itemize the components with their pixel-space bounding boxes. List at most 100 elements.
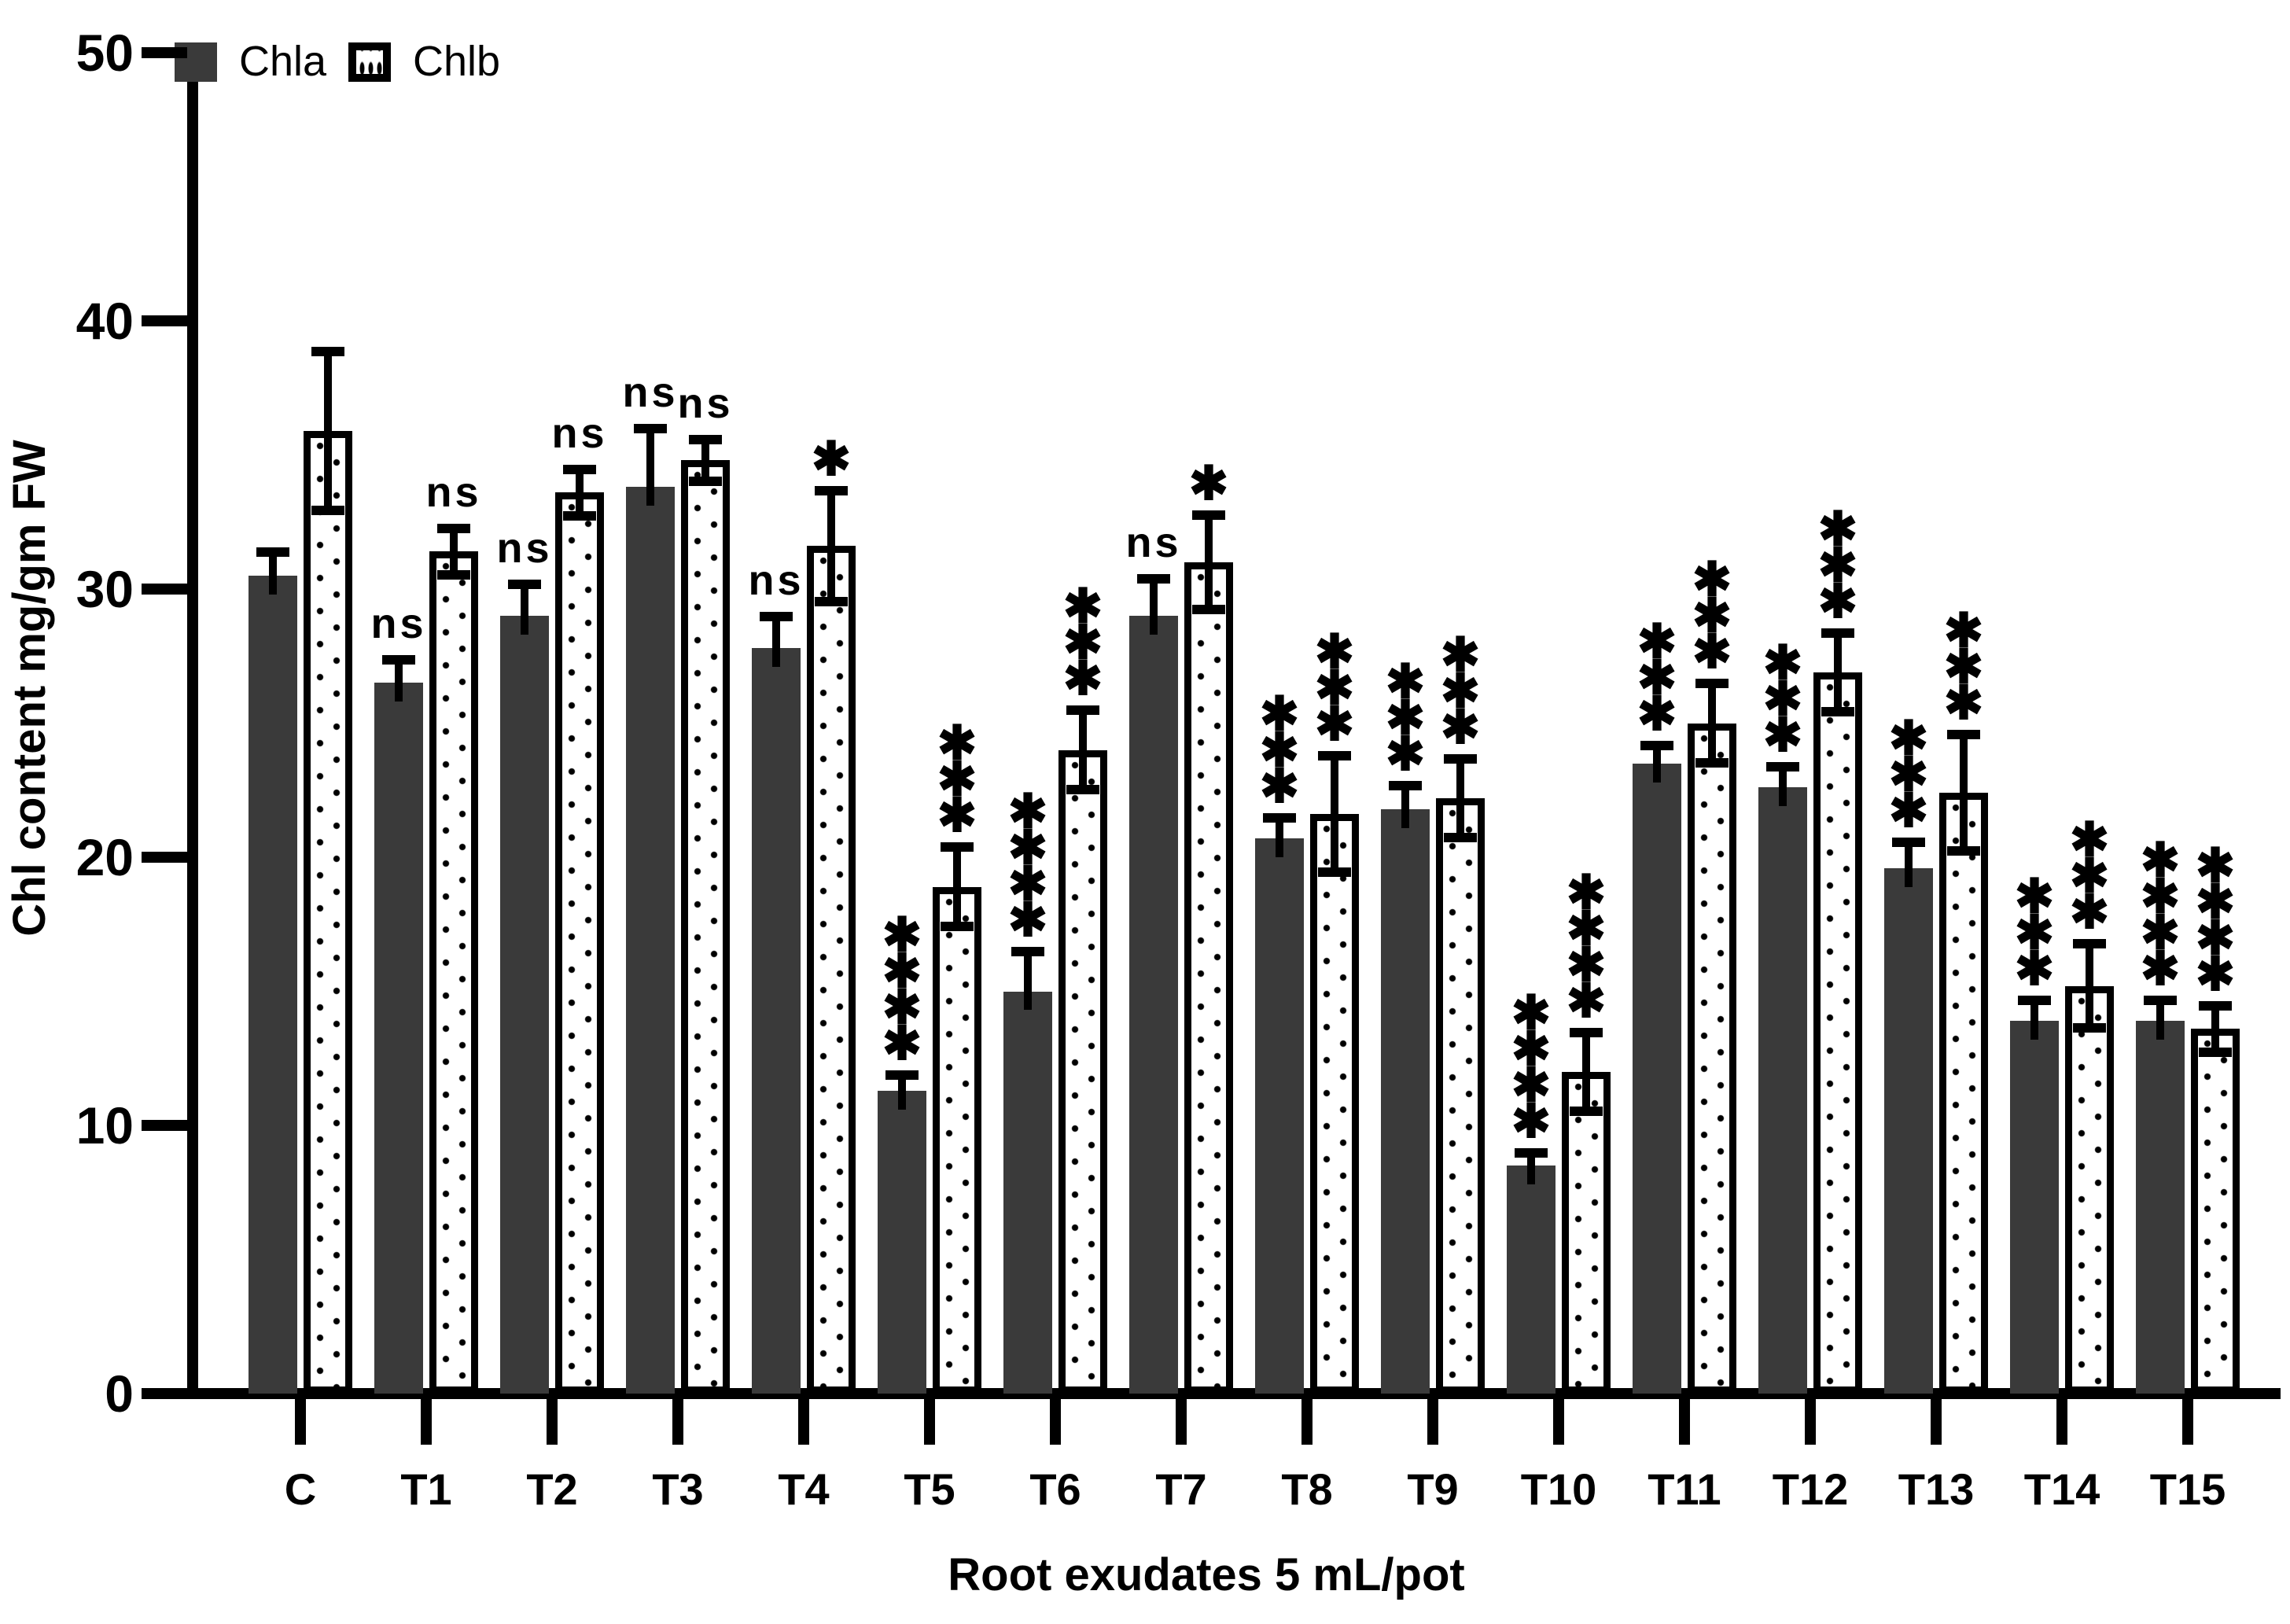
errorbar-T15-Chla xyxy=(2156,999,2164,1040)
significance-T1-Chlb: ns xyxy=(425,468,482,516)
bar-T7-Chlb xyxy=(1184,562,1233,1394)
errorbar-T10-Chlb xyxy=(1582,1031,1590,1112)
errorbar-T7-Chla xyxy=(1150,578,1158,635)
significance-T5-Chlb: ✱ ✱ ✱ xyxy=(937,716,977,842)
significance-T8-Chlb: ✱ ✱ ✱ xyxy=(1314,625,1355,751)
x-label-T4: T4 xyxy=(778,1464,830,1514)
significance-T7-Chla: ns xyxy=(1125,519,1182,567)
significance-T9-Chlb: ✱ ✱ ✱ xyxy=(1440,628,1481,753)
errorbar-T3-Chlb xyxy=(701,439,709,482)
y-tick-0 xyxy=(142,1388,187,1399)
bar-T2-Chlb xyxy=(555,492,604,1394)
errorbar-cap-T15-Chla xyxy=(2144,995,2177,1005)
errorbar-cap-T6-Chla xyxy=(1011,947,1044,957)
errorbar-cap-T7-Chla xyxy=(1137,574,1170,584)
errorbar-captop-T12-Chlb xyxy=(1821,628,1854,638)
errorbar-T9-Chla xyxy=(1401,784,1409,828)
y-tick-label-0: 0 xyxy=(105,1364,134,1423)
y-tick-20 xyxy=(142,852,187,863)
errorbar-capbot-T11-Chlb xyxy=(1695,757,1729,768)
significance-T5-Chla: ✱ ✱ ✱ ✱ xyxy=(882,908,922,1070)
x-label-T6: T6 xyxy=(1029,1464,1081,1514)
errorbar-cap-T14-Chla xyxy=(2018,995,2051,1005)
significance-T12-Chla: ✱ ✱ ✱ xyxy=(1762,636,1803,762)
errorbar-cap-T5-Chla xyxy=(885,1070,919,1081)
x-label-T5: T5 xyxy=(904,1464,955,1514)
bar-T8-Chla xyxy=(1255,838,1304,1394)
significance-T11-Chlb: ✱ ✱ ✱ xyxy=(1692,553,1732,679)
x-tick-T9 xyxy=(1427,1399,1438,1445)
errorbar-captop-T8-Chlb xyxy=(1318,751,1351,761)
errorbar-cap-T1-Chla xyxy=(382,654,415,665)
bar-T3-Chlb xyxy=(681,460,730,1394)
significance-T3-Chla: ns xyxy=(622,369,679,417)
bar-T6-Chla xyxy=(1003,991,1052,1394)
errorbar-capbot-T7-Chlb xyxy=(1192,605,1225,615)
significance-T1-Chla: ns xyxy=(370,599,427,647)
bar-T12-Chlb xyxy=(1813,672,1862,1394)
errorbar-captop-T5-Chlb xyxy=(941,842,974,853)
bar-T12-Chla xyxy=(1758,787,1807,1394)
errorbar-captop-T9-Chlb xyxy=(1444,753,1477,764)
errorbar-captop-T7-Chlb xyxy=(1192,510,1225,520)
x-tick-T4 xyxy=(798,1399,809,1445)
y-tick-label-30: 30 xyxy=(75,560,134,618)
significance-T11-Chla: ✱ ✱ ✱ xyxy=(1637,614,1677,740)
bar-T9-Chlb xyxy=(1436,797,1485,1394)
errorbar-T2-Chla xyxy=(521,584,528,635)
y-tick-50 xyxy=(142,47,187,58)
bar-T7-Chla xyxy=(1129,616,1178,1394)
significance-T10-Chlb: ✱ ✱ ✱ ✱ xyxy=(1566,865,1607,1027)
bar-T13-Chlb xyxy=(1939,793,1988,1394)
y-tick-label-40: 40 xyxy=(75,292,134,350)
errorbar-captop-T1-Chlb xyxy=(437,523,470,533)
errorbar-T4-Chla xyxy=(772,616,780,667)
bar-T11-Chlb xyxy=(1688,723,1736,1394)
errorbar-T12-Chla xyxy=(1779,766,1787,807)
errorbar-capbot-T6-Chlb xyxy=(1066,784,1099,794)
errorbar-capbot-T5-Chlb xyxy=(941,921,974,931)
errorbar-cap-T11-Chla xyxy=(1640,740,1673,750)
errorbar-capbot-T9-Chlb xyxy=(1444,833,1477,843)
errorbar-captop-T3-Chlb xyxy=(689,435,722,445)
significance-T4-Chlb: ✱ xyxy=(811,432,852,485)
errorbar-T13-Chlb xyxy=(1960,734,1968,853)
x-tick-T13 xyxy=(1931,1399,1942,1445)
significance-T7-Chlb: ✱ xyxy=(1188,456,1229,510)
x-label-T3: T3 xyxy=(652,1464,704,1514)
errorbar-captop-T10-Chlb xyxy=(1570,1027,1603,1037)
errorbar-T11-Chlb xyxy=(1708,683,1716,764)
significance-T2-Chla: ns xyxy=(496,525,553,573)
errorbar-captop-T11-Chlb xyxy=(1695,679,1729,689)
errorbar-capbot-T2-Chlb xyxy=(563,510,596,521)
x-label-T9: T9 xyxy=(1407,1464,1459,1514)
x-tick-T15 xyxy=(2182,1399,2193,1445)
x-tick-T11 xyxy=(1679,1399,1690,1445)
bar-T4-Chlb xyxy=(807,546,856,1394)
errorbar-T12-Chlb xyxy=(1834,632,1842,713)
errorbar-capbot-T1-Chlb xyxy=(437,569,470,580)
errorbar-capbot-T14-Chlb xyxy=(2073,1023,2106,1033)
bar-T15-Chla xyxy=(2136,1021,2185,1394)
x-label-T8: T8 xyxy=(1281,1464,1333,1514)
errorbar-T1-Chlb xyxy=(450,527,458,576)
errorbar-cap-T12-Chla xyxy=(1766,762,1799,772)
y-tick-30 xyxy=(142,584,187,595)
errorbar-T6-Chlb xyxy=(1079,709,1087,790)
significance-T12-Chlb: ✱ ✱ ✱ xyxy=(1817,502,1858,628)
bar-T2-Chla xyxy=(500,616,549,1394)
significance-T4-Chla: ns xyxy=(748,557,804,605)
errorbar-T9-Chlb xyxy=(1456,757,1464,839)
errorbar-capbot-T8-Chlb xyxy=(1318,867,1351,878)
x-tick-T6 xyxy=(1050,1399,1061,1445)
y-tick-label-10: 10 xyxy=(75,1096,134,1154)
errorbar-captop-T4-Chlb xyxy=(815,485,848,495)
significance-T13-Chla: ✱ ✱ ✱ xyxy=(1888,711,1929,837)
errorbar-cap-T4-Chla xyxy=(760,612,793,622)
x-tick-T8 xyxy=(1301,1399,1313,1445)
significance-T6-Chla: ✱ ✱ ✱ ✱ xyxy=(1007,785,1048,947)
errorbar-captop-T15-Chlb xyxy=(2199,1000,2232,1011)
x-label-T10: T10 xyxy=(1520,1464,1597,1514)
errorbar-captop-T13-Chlb xyxy=(1947,730,1980,740)
bar-C-Chla xyxy=(249,575,297,1394)
